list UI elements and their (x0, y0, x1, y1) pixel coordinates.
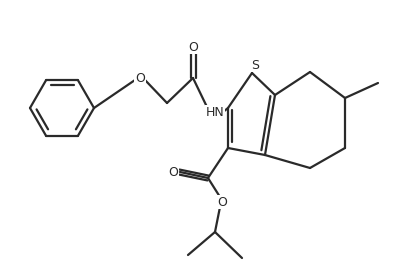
Text: O: O (188, 41, 198, 53)
Text: O: O (216, 195, 227, 209)
Text: S: S (250, 59, 258, 71)
Text: O: O (135, 71, 145, 85)
Text: O: O (168, 165, 178, 179)
Text: HN: HN (205, 106, 224, 118)
